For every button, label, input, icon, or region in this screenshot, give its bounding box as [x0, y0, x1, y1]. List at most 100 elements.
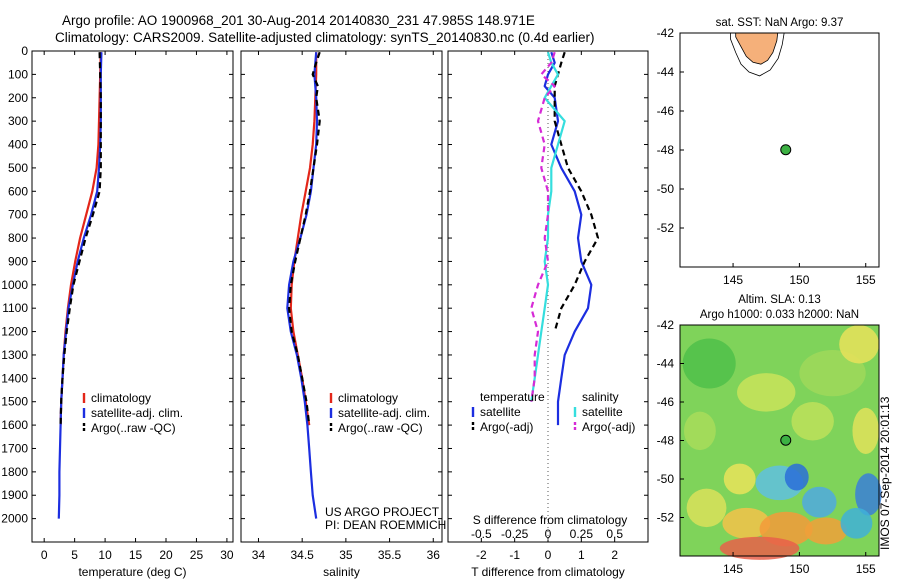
sla-anomaly: [719, 536, 800, 560]
series-line-1-3: [59, 52, 102, 426]
map-2-title-line1: Altim. SLA: 0.13: [738, 294, 820, 306]
x-axis-label: T difference from climatology: [471, 565, 625, 579]
x-tick-label: 34: [252, 548, 266, 562]
y-tick-label: 1700: [1, 441, 28, 455]
y-tick-label: 100: [8, 67, 28, 81]
x-tick-label: 1: [578, 548, 585, 562]
sla-field: [680, 325, 882, 560]
sla-anomaly: [784, 463, 809, 491]
sla-anomaly: [840, 507, 873, 539]
map-y-tick-label: -52: [657, 221, 675, 235]
map-y-tick-label: -46: [657, 104, 675, 118]
map-x-tick-label: 155: [856, 562, 876, 576]
y-tick-label: 900: [8, 254, 28, 268]
pi-annotation: PI: DEAN ROEMMICH: [325, 518, 446, 532]
panel-1-frame: [31, 50, 234, 543]
map-y-tick-label: -42: [657, 318, 675, 332]
y-tick-label: 1300: [1, 348, 28, 362]
legend-item-label: satellite-adj. clim.: [91, 406, 183, 420]
x-tick-label: 5: [71, 548, 78, 562]
series-line-3-1: [543, 51, 593, 426]
climatology-subtitle: Climatology: CARS2009. Satellite-adjuste…: [55, 30, 595, 45]
legend-item-label: satellite-adj. clim.: [338, 406, 430, 420]
series-line-3-4: [530, 51, 556, 402]
y-tick-label: 200: [8, 91, 28, 105]
project-annotation: US ARGO PROJECT: [325, 505, 440, 519]
map-x-tick-label: 155: [856, 273, 876, 287]
x-tick-label: 20: [159, 548, 173, 562]
map-y-tick-label: -44: [657, 65, 675, 79]
panel-2-frame: [240, 50, 443, 543]
tasmania-landmass: [735, 33, 779, 65]
legend-item-label: Argo(..raw -QC): [91, 421, 176, 435]
sla-anomaly: [802, 486, 837, 518]
sla-anomaly: [852, 407, 879, 454]
sla-anomaly: [737, 373, 796, 412]
legend-item-label: climatology: [338, 391, 398, 405]
x-tick-label: 0: [41, 548, 48, 562]
shelf-contour: [730, 33, 785, 77]
y-tick-label: 1000: [1, 278, 28, 292]
legend-header-salinity: salinity: [582, 390, 619, 404]
series-line-1-2: [57, 52, 103, 519]
legend-item-label: Argo(..raw -QC): [338, 421, 423, 435]
y-tick-label: 2000: [1, 512, 28, 526]
sla-anomaly: [686, 488, 727, 528]
x-tick-label: 15: [129, 548, 143, 562]
map-1-content: [730, 33, 785, 77]
sla-anomaly: [791, 402, 834, 441]
map-y-tick-label: -50: [657, 182, 675, 196]
top-tick-label: -0.25: [501, 527, 529, 541]
x-tick-label: 35: [339, 548, 353, 562]
map-y-tick-label: -46: [657, 395, 675, 409]
y-tick-label: 1900: [1, 488, 28, 502]
imos-timestamp-label: IMOS 07-Sep-2014 20:01:13: [878, 396, 892, 550]
legend-item-label: Argo(-adj): [582, 420, 635, 434]
legend-header-temperature: temperature: [480, 390, 545, 404]
sla-anomaly: [804, 517, 848, 545]
sla-anomaly: [839, 325, 879, 364]
sla-anomaly: [722, 507, 771, 539]
y-tick-label: 600: [8, 184, 28, 198]
panel-3-frame: [447, 50, 649, 543]
argo-float-marker: [780, 434, 792, 446]
argo-float-marker: [780, 144, 792, 156]
x-tick-label: 36: [427, 548, 441, 562]
map-y-tick-label: -48: [657, 143, 675, 157]
sla-anomaly: [799, 350, 866, 397]
y-tick-label: 1800: [1, 465, 28, 479]
sla-anomaly: [683, 411, 716, 451]
x-tick-label: 0: [545, 548, 552, 562]
legend-item-label: climatology: [91, 391, 151, 405]
legend-item-label: Argo(-adj): [480, 420, 533, 434]
series-line-2-2: [286, 52, 319, 519]
map-x-tick-label: 150: [789, 273, 809, 287]
sla-anomaly: [855, 473, 882, 516]
map-y-tick-label: -42: [657, 26, 675, 40]
y-tick-label: 1600: [1, 418, 28, 432]
map-y-tick-label: -48: [657, 434, 675, 448]
x-tick-label: -2: [476, 548, 487, 562]
y-tick-label: 1400: [1, 371, 28, 385]
top-tick-label: 0.25: [570, 527, 594, 541]
x-tick-label: 25: [190, 548, 204, 562]
x-tick-label: 35.5: [378, 548, 402, 562]
x-tick-label: -1: [509, 548, 520, 562]
x-tick-label: 34.5: [290, 548, 314, 562]
y-tick-label: 300: [8, 114, 28, 128]
y-tick-label: 1200: [1, 325, 28, 339]
sla-anomaly: [723, 463, 756, 495]
profile-title: Argo profile: AO 1900968_201 30-Aug-2014…: [62, 13, 535, 28]
map-y-tick-label: -52: [657, 511, 675, 525]
map-x-tick-label: 150: [789, 562, 809, 576]
map-x-tick-label: 145: [723, 562, 743, 576]
x-axis-label: salinity: [323, 565, 360, 579]
x-axis-label: temperature (deg C): [78, 565, 186, 579]
x-tick-label: 10: [98, 548, 112, 562]
y-tick-label: 500: [8, 161, 28, 175]
map-1-frame: [679, 32, 880, 268]
map-y-tick-label: -50: [657, 472, 675, 486]
legend-item-label: satellite: [480, 405, 521, 419]
x-tick-label: 2: [611, 548, 618, 562]
